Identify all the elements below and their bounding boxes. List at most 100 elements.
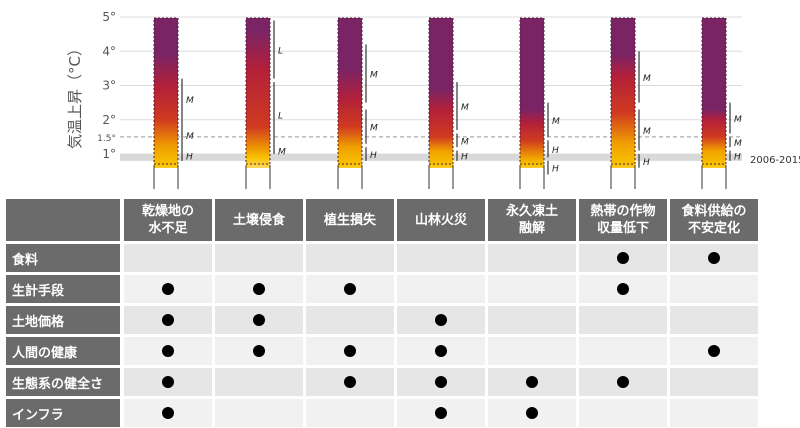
table-column-header: 永久凍土 融解 — [488, 199, 576, 241]
y-tick-label: 1.5° — [97, 134, 116, 144]
risk-bar — [429, 18, 453, 168]
table-cell — [488, 337, 576, 365]
impact-dot — [162, 283, 174, 295]
table-cell — [215, 368, 303, 396]
risk-level-label: M — [461, 137, 469, 147]
risk-level-label: M — [186, 132, 194, 142]
y-tick-labels: 5° 4° 3° 2° 1.5° 1° — [97, 10, 116, 161]
table-column-header: 乾燥地の 水不足 — [124, 199, 212, 241]
impact-dot — [708, 345, 720, 357]
risk-bar — [520, 18, 544, 168]
risk-level-label: M — [734, 115, 742, 125]
impact-dot — [162, 345, 174, 357]
risk-level-label: M — [186, 96, 194, 106]
table-cell — [306, 399, 394, 427]
y-tick-label: 1° — [102, 147, 116, 161]
bar-outline — [610, 17, 636, 165]
table-cell — [670, 368, 758, 396]
impact-dot — [162, 407, 174, 419]
bar-outline — [245, 17, 271, 165]
table-row-label: 人間の健康 — [6, 337, 120, 365]
table-row-label: 食料 — [6, 244, 120, 272]
bar-outline — [701, 17, 727, 165]
y-tick-label: 3° — [102, 79, 116, 93]
table-cell — [124, 244, 212, 272]
impact-dot — [162, 314, 174, 326]
y-tick-label: 2° — [102, 113, 116, 127]
bar-outline — [428, 17, 454, 165]
impact-dot — [344, 345, 356, 357]
impact-dot — [253, 314, 265, 326]
risk-level-label: L — [278, 47, 283, 57]
risk-level-label: M — [734, 139, 742, 149]
impact-dot — [435, 314, 447, 326]
risk-level-label: H — [186, 153, 193, 163]
risk-bar — [154, 18, 178, 168]
impact-dot — [162, 376, 174, 388]
table-column-header: 植生損失 — [306, 199, 394, 241]
table-row-label: 土地価格 — [6, 306, 120, 334]
impact-dot — [253, 345, 265, 357]
impact-dot — [435, 407, 447, 419]
table-cell — [579, 337, 667, 365]
risk-bar — [246, 18, 270, 168]
risk-level-label: H — [370, 151, 377, 161]
impact-dot — [617, 376, 629, 388]
impact-dot — [617, 252, 629, 264]
bar-outline — [153, 17, 179, 165]
bar-outline — [519, 17, 545, 165]
table-cell — [397, 244, 485, 272]
impact-dot — [435, 376, 447, 388]
risk-level-label: H — [643, 158, 650, 168]
reference-band-label: 2006-2015 — [750, 155, 800, 166]
table-cell — [670, 399, 758, 427]
risk-bar — [702, 18, 726, 168]
impact-dot — [708, 252, 720, 264]
risk-bar — [338, 18, 362, 168]
impact-dot — [253, 283, 265, 295]
table-cell — [488, 306, 576, 334]
table-cell — [579, 399, 667, 427]
table-column-header: 熱帯の作物 収量低下 — [579, 199, 667, 241]
impact-dot — [526, 376, 538, 388]
table-row-label: 生態系の健全さ — [6, 368, 120, 396]
risk-level-label: M — [370, 71, 378, 81]
risk-level-label: L — [278, 112, 283, 122]
impact-dot — [344, 376, 356, 388]
table-cell — [488, 275, 576, 303]
risk-level-label: M — [461, 103, 469, 113]
risk-level-label: M — [552, 117, 560, 127]
table-cell — [488, 244, 576, 272]
y-tick-label: 5° — [102, 10, 116, 24]
risk-level-label: H — [734, 153, 741, 163]
impact-dot — [526, 407, 538, 419]
table-cell — [670, 275, 758, 303]
table-cell — [215, 399, 303, 427]
y-axis-label: 気温上昇（°C） — [66, 41, 84, 149]
table-cell — [579, 306, 667, 334]
risk-level-label: M — [370, 124, 378, 134]
table-row-label: 生計手段 — [6, 275, 120, 303]
risk-level-label: M — [278, 148, 286, 158]
impact-dot — [344, 283, 356, 295]
table-cell — [670, 306, 758, 334]
impact-dot — [617, 283, 629, 295]
table-column-header: 山林火災 — [397, 199, 485, 241]
bar-outline — [337, 17, 363, 165]
risk-level-label: M — [643, 74, 651, 84]
table-cell — [306, 306, 394, 334]
risk-level-label: H — [552, 165, 559, 175]
risk-level-label: H — [461, 153, 468, 163]
table-cell — [306, 244, 394, 272]
risk-level-label: H — [552, 146, 559, 156]
impact-dot — [435, 345, 447, 357]
table-row-label: インフラ — [6, 399, 120, 427]
table-column-header: 土壌侵食 — [215, 199, 303, 241]
risk-level-label: M — [643, 127, 651, 137]
table-column-header: 食料供給の 不安定化 — [670, 199, 758, 241]
risk-bar — [611, 18, 635, 168]
table-cell — [397, 275, 485, 303]
bars — [153, 17, 727, 189]
